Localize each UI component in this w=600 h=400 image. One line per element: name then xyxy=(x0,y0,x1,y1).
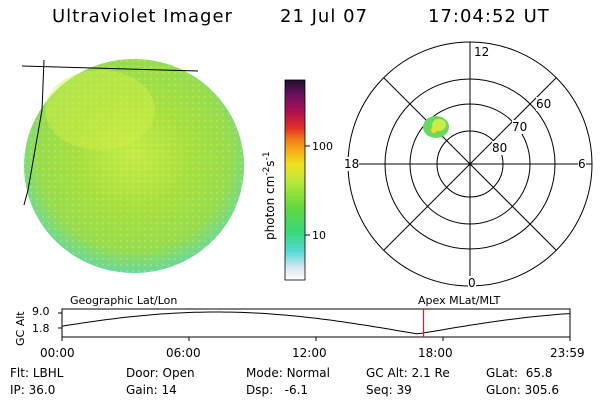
orbit-x-tick-3: 18:00 xyxy=(418,346,453,360)
orbit-left-caption: Geographic Lat/Lon xyxy=(70,294,178,307)
orbit-x-tick-1: 06:00 xyxy=(166,346,201,360)
colorbar-tick-100: 100 xyxy=(312,140,333,153)
mlt-label-12: 12 xyxy=(474,45,490,59)
mlt-label-6: 6 xyxy=(578,157,586,171)
altitude-curve xyxy=(61,311,571,335)
info-flt: Flt: LBHL xyxy=(10,366,64,380)
info-mode: Mode: Normal xyxy=(246,366,330,380)
info-gc-alt: GC Alt: 2.1 Re xyxy=(366,366,450,380)
date-label: 21 Jul 07 xyxy=(280,6,368,27)
orbit-x-tick-2: 12:00 xyxy=(292,346,327,360)
orbit-y-tick-9: 9.0 xyxy=(32,305,50,318)
coastline-line xyxy=(21,65,199,72)
orbit-right-caption: Apex MLat/MLT xyxy=(418,294,501,307)
info-glon: GLon: 305.6 xyxy=(486,383,559,397)
colorbar-tick-10: 10 xyxy=(312,229,326,242)
coastline-line xyxy=(23,59,45,206)
lat-label-60: 60 xyxy=(536,97,552,111)
lat-label-70: 70 xyxy=(512,120,528,134)
orbit-x-tick-0: 00:00 xyxy=(40,346,75,360)
mlt-label-18: 18 xyxy=(344,157,360,171)
time-label: 17:04:52 UT xyxy=(428,6,550,27)
orbit-y-tick-1-8: 1.8 xyxy=(32,322,50,335)
orbit-x-tick-4: 23:59 xyxy=(550,346,585,360)
mlt-label-0: 0 xyxy=(468,276,476,290)
info-glat: GLat: 65.8 xyxy=(486,366,553,380)
info-door: Door: Open xyxy=(126,366,195,380)
lat-label-80: 80 xyxy=(492,141,508,155)
instrument-title: Ultraviolet Imager xyxy=(52,6,233,27)
info-seq: Seq: 39 xyxy=(366,383,412,397)
info-ip: IP: 36.0 xyxy=(10,383,56,397)
info-gain: Gain: 14 xyxy=(126,383,177,397)
info-dsp: Dsp: -6.1 xyxy=(246,383,309,397)
